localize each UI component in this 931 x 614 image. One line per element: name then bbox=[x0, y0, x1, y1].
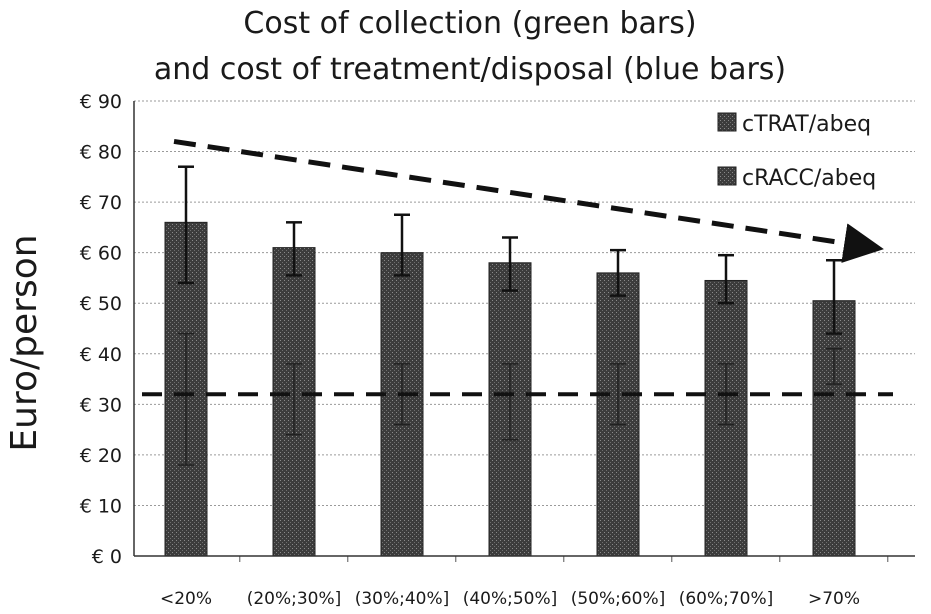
error-bar-racc bbox=[178, 332, 194, 466]
legend-item: cRACC/abeq bbox=[717, 166, 876, 191]
error-bar-trat bbox=[286, 221, 302, 277]
error-bar-trat bbox=[610, 248, 626, 297]
legend: cTRAT/abeq cRACC/abeq bbox=[717, 112, 876, 191]
error-bar-racc bbox=[502, 363, 518, 441]
error-bar-trat bbox=[718, 253, 734, 305]
y-axis-ticks: € 0 € 10 € 20 € 30 € 40 € 50 € 60 € 70 € 80 € 90 bbox=[80, 91, 122, 568]
x-tick-label: <20% bbox=[160, 589, 212, 609]
y-tick-label: € 90 bbox=[80, 91, 122, 113]
x-tick-label: >70% bbox=[808, 589, 860, 609]
y-tick-label: € 10 bbox=[80, 495, 122, 517]
x-axis-ticks: <20% (20%;30%] (30%;40%] (40%;50%] (50%;60%]… bbox=[160, 556, 889, 609]
annotations bbox=[142, 138, 893, 397]
y-tick-label: € 20 bbox=[80, 445, 122, 467]
legend-label: cRACC/abeq bbox=[742, 166, 876, 191]
error-bar-racc bbox=[286, 363, 302, 436]
y-tick-label: € 70 bbox=[80, 192, 122, 214]
y-tick-label: € 0 bbox=[92, 546, 122, 568]
y-tick-label: € 80 bbox=[80, 142, 122, 164]
y-tick-label: € 60 bbox=[80, 243, 122, 265]
error-bars bbox=[178, 165, 842, 466]
chart-title-line-1: Cost of collection (green bars) bbox=[243, 6, 696, 41]
error-bar-trat bbox=[502, 236, 518, 292]
trend-arrow bbox=[173, 138, 884, 263]
x-tick-label: (60%;70%] bbox=[679, 589, 774, 609]
y-tick-label: € 40 bbox=[80, 344, 122, 366]
x-tick-label: (20%;30%] bbox=[247, 589, 342, 609]
error-bar-trat bbox=[394, 213, 410, 277]
error-bar-racc bbox=[826, 347, 842, 385]
legend-item: cTRAT/abeq bbox=[717, 112, 871, 137]
legend-label: cTRAT/abeq bbox=[742, 112, 871, 137]
legend-swatch bbox=[717, 112, 737, 132]
bar bbox=[812, 300, 856, 557]
chart-title-line-2: and cost of treatment/disposal (blue bar… bbox=[154, 52, 786, 87]
y-axis-label: Euro/person bbox=[4, 234, 45, 451]
legend-swatch bbox=[717, 166, 737, 186]
y-tick-label: € 50 bbox=[80, 293, 122, 315]
x-tick-label: (30%;40%] bbox=[355, 589, 450, 609]
error-bar-trat bbox=[178, 165, 194, 285]
error-bar-racc bbox=[610, 363, 626, 426]
x-tick-label: (50%;60%] bbox=[571, 589, 666, 609]
y-tick-label: € 30 bbox=[80, 394, 122, 416]
x-tick-label: (40%;50%] bbox=[463, 589, 558, 609]
error-bar-trat bbox=[826, 259, 842, 335]
